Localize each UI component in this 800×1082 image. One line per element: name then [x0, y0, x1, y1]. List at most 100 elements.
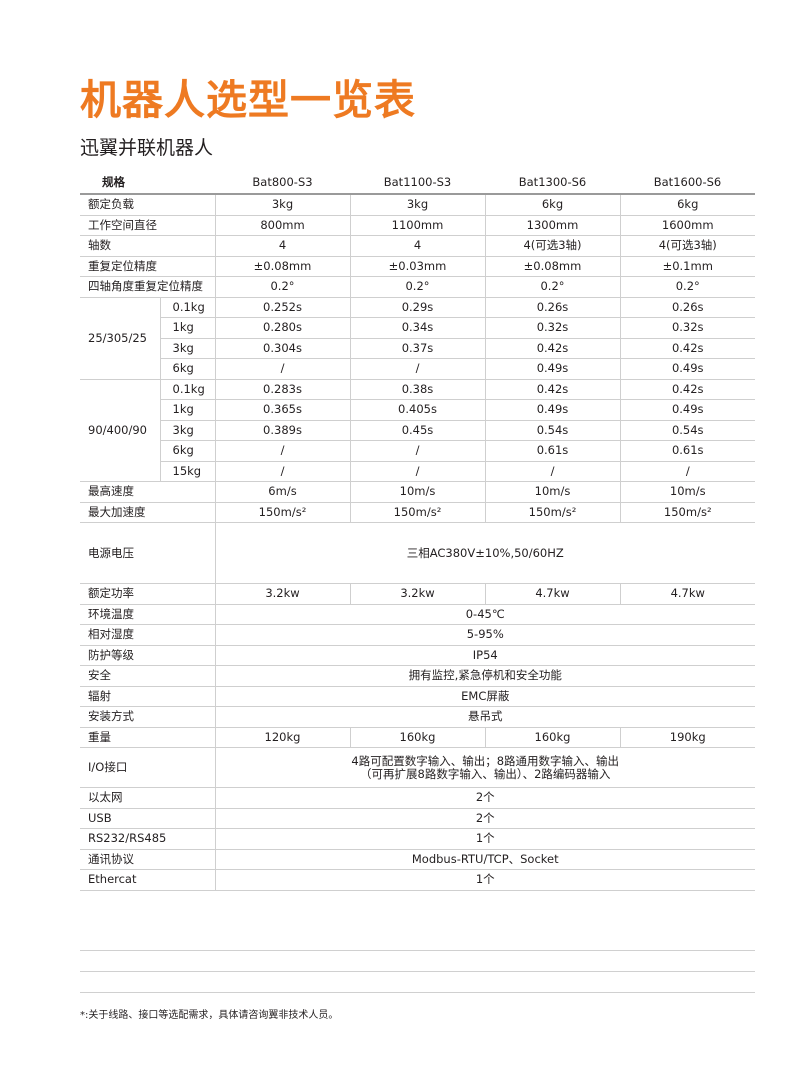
- row: 额定功率 3.2kw 3.2kw 4.7kw 4.7kw: [80, 583, 755, 605]
- cell: 6m/s: [214, 481, 350, 503]
- cell: 1600mm: [619, 215, 755, 236]
- row: RS232/RS485 1个: [80, 828, 755, 850]
- cell: EMC屏蔽: [214, 686, 755, 707]
- sub-label: 1kg: [160, 317, 215, 339]
- cell: 0.49s: [484, 399, 620, 421]
- cell: 0.32s: [619, 317, 755, 339]
- cell: 4.7kw: [484, 583, 620, 605]
- row-label: 安全: [80, 665, 215, 687]
- cell: 6kg: [619, 194, 755, 216]
- cell: 4: [214, 235, 350, 257]
- cell: ±0.03mm: [349, 256, 485, 277]
- cell: 800mm: [214, 215, 350, 236]
- row-label: USB: [80, 808, 215, 829]
- table-body: 额定负载 3kg 3kg 6kg 6kg 工作空间直径 800mm 1100mm 1300mm 1…: [80, 194, 755, 891]
- cell: 0.54s: [619, 420, 755, 441]
- row-label: 工作空间直径: [80, 215, 215, 236]
- cell: 0.2°: [349, 276, 485, 298]
- row: Ethercat 1个: [80, 869, 755, 891]
- cell: 4.7kw: [619, 583, 755, 605]
- cell: 1个: [214, 828, 755, 850]
- row-label: 最大加速度: [80, 502, 215, 523]
- row-label: I/O接口: [80, 747, 215, 788]
- cell: 0.26s: [484, 297, 620, 318]
- row: 3kg 0.304s 0.37s 0.42s 0.42s: [80, 338, 755, 359]
- cell: 拥有监控,紧急停机和安全功能: [214, 665, 755, 687]
- row: 安全 拥有监控,紧急停机和安全功能: [80, 665, 755, 687]
- cell: /: [349, 358, 485, 380]
- cell: 0.49s: [484, 358, 620, 380]
- cell: 10m/s: [484, 481, 620, 503]
- cell-line: 4路可配置数字输入、输出；8路通用数字输入、输出: [351, 753, 620, 768]
- cell: 160kg: [349, 727, 485, 748]
- row: 3kg 0.389s 0.45s 0.54s 0.54s: [80, 420, 755, 441]
- cell: /: [214, 440, 350, 462]
- cell: 1个: [214, 869, 755, 891]
- row-label: 防护等级: [80, 645, 215, 666]
- cell: /: [349, 440, 485, 462]
- table-head: 规格 Bat800-S3 Bat1100-S3 Bat1300-S6 Bat1600-S…: [80, 170, 755, 195]
- cell: 1100mm: [349, 215, 485, 236]
- column-header: 规格: [80, 170, 215, 195]
- cell: 0.61s: [484, 440, 620, 462]
- row-label: 环境温度: [80, 604, 215, 625]
- cell: 3kg: [214, 194, 350, 216]
- group-label: 90/400/90: [80, 379, 161, 482]
- row: 防护等级 IP54: [80, 645, 755, 666]
- cell: 0.45s: [349, 420, 485, 441]
- cell: 150m/s²: [349, 502, 485, 523]
- rule: [80, 971, 755, 972]
- footnote: *:关于线路、接口等选配需求，具体请咨询翼非技术人员。: [80, 1010, 339, 1021]
- row-label: 相对湿度: [80, 624, 215, 646]
- cell: 150m/s²: [214, 502, 350, 523]
- cell: 0.38s: [349, 379, 485, 400]
- cell-line: （可再扩展8路数字输入、输出）、2路编码器输入: [360, 766, 611, 781]
- row: 重量 120kg 160kg 160kg 190kg: [80, 727, 755, 748]
- cell: 160kg: [484, 727, 620, 748]
- row-label: 额定负载: [80, 194, 215, 216]
- row-label: 以太网: [80, 787, 215, 809]
- sub-label: 0.1kg: [160, 379, 215, 400]
- row: 重复定位精度 ±0.08mm ±0.03mm ±0.08mm ±0.1mm: [80, 256, 755, 277]
- cell: 0.252s: [214, 297, 350, 318]
- cell: ±0.08mm: [214, 256, 350, 277]
- row: 环境温度 0-45℃: [80, 604, 755, 625]
- sub-label: 0.1kg: [160, 297, 215, 318]
- cell: 0.61s: [619, 440, 755, 462]
- row: 相对湿度 5-95%: [80, 624, 755, 646]
- cell: 0-45℃: [214, 604, 755, 625]
- cell: 0.49s: [619, 358, 755, 380]
- row-label: 四轴角度重复定位精度: [80, 276, 215, 298]
- cell: 0.42s: [484, 379, 620, 400]
- row-label: 最高速度: [80, 481, 215, 503]
- cell: 10m/s: [619, 481, 755, 503]
- column-header: Bat1600-S6: [620, 170, 755, 195]
- row: 6kg //0.49s 0.49s: [80, 358, 755, 380]
- sub-label: 3kg: [160, 420, 215, 441]
- cell: 0.365s: [214, 399, 350, 421]
- cell: 2个: [214, 787, 755, 809]
- cell: /: [484, 461, 620, 482]
- row-label: 重复定位精度: [80, 256, 215, 277]
- cell: 150m/s²: [619, 502, 755, 523]
- row: 最高速度 6m/s 10m/s 10m/s 10m/s: [80, 481, 755, 503]
- cell: 0.280s: [214, 317, 350, 339]
- sub-label: 15kg: [160, 461, 215, 482]
- cell: 190kg: [619, 727, 755, 748]
- row: 1kg 0.280s 0.34s 0.32s 0.32s: [80, 317, 755, 339]
- row-label: Ethercat: [80, 869, 215, 891]
- cell: IP54: [214, 645, 755, 666]
- row: 辐射 EMC屏蔽: [80, 686, 755, 707]
- cell: 0.42s: [619, 379, 755, 400]
- cell: 3.2kw: [349, 583, 485, 605]
- row: 25/305/25 0.1kg 0.252s 0.29s 0.26s 0.26s: [80, 297, 755, 380]
- rule: [80, 992, 755, 993]
- row-label: 重量: [80, 727, 215, 748]
- row-label: RS232/RS485: [80, 828, 215, 850]
- cell: /: [214, 461, 350, 482]
- cell: 0.29s: [349, 297, 485, 318]
- cell: 0.2°: [214, 276, 350, 298]
- cell: 悬吊式: [214, 706, 755, 728]
- sub-label: 6kg: [160, 358, 215, 380]
